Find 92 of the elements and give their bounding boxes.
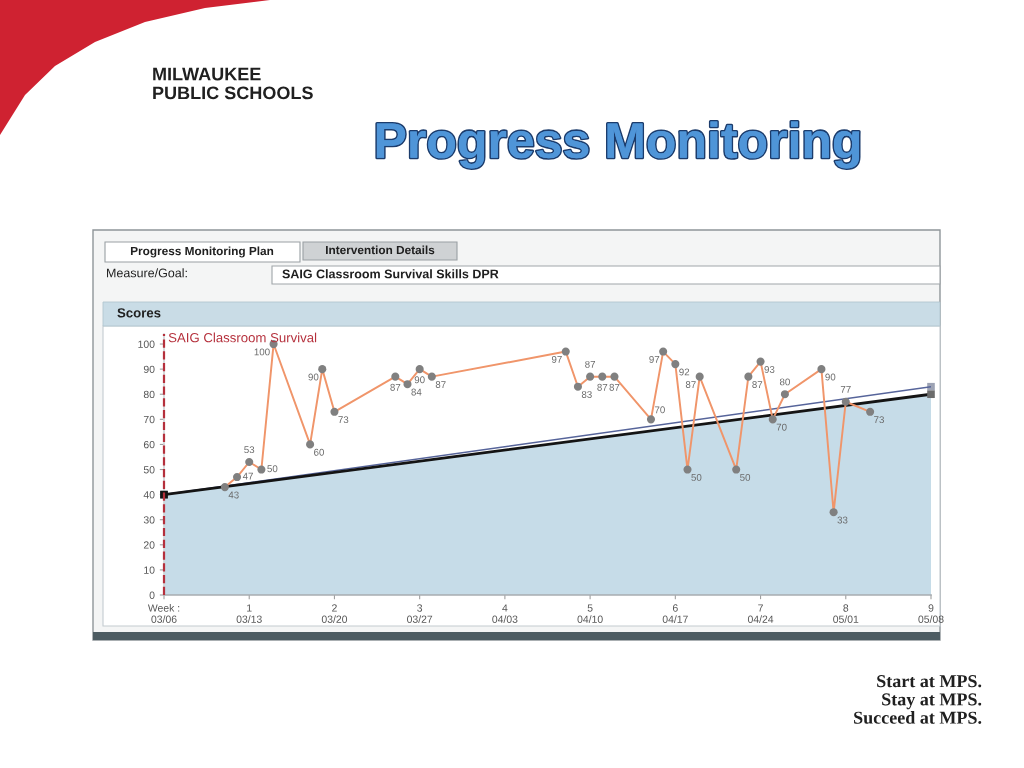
data-label: 87 [609,383,620,391]
point [573,382,582,391]
x-tick-label: 8 05/01 [833,604,859,623]
data-label: 92 [679,368,690,376]
y-tick-label: 0 [149,591,155,599]
point [330,407,339,416]
x-tick-label: Week : 03/06 [147,604,180,623]
point [866,407,875,416]
point [683,465,692,474]
y-tick-label: 90 [143,365,155,374]
y-tick-label: 60 [143,440,155,449]
x-tick-label: 4 04/03 [492,604,518,623]
data-label: 33 [837,516,848,524]
data-label: 70 [776,423,787,431]
point [257,465,266,474]
point [391,372,400,381]
y-tick-label: 50 [143,466,155,474]
data-label: 87 [685,381,696,388]
data-label: 73 [338,416,349,424]
text: Scores [117,308,161,318]
point [561,347,570,356]
data-label: 87 [585,360,596,368]
point [646,415,656,424]
point [610,372,619,381]
y-tick-label: 100 [138,340,155,348]
x-tick-label: 1 03/13 [236,604,262,623]
text: MILWAUKEE PUBLIC SCHOOLS [153,67,313,100]
chart-title: Progress Monitoring [376,121,860,169]
data-label: 84 [411,388,422,396]
text: Progress Monitoring Plan [130,246,274,258]
text: Intervention Details [326,245,435,255]
point [233,473,242,482]
point [780,390,789,399]
point [245,457,254,467]
data-label: 50 [740,473,751,481]
y-tick-label: 10 [144,566,155,574]
data-label: 87 [390,383,401,391]
point [732,465,741,474]
data-label: 77 [840,386,851,393]
data-label: 87 [752,381,763,388]
data-label: 97 [551,355,562,363]
point [403,380,412,389]
x-tick-label: 7 04/24 [747,604,774,623]
y-tick-label: 40 [143,491,155,499]
y-tick-label: 70 [143,415,155,424]
point [695,372,704,381]
text: Start at MPS. Stay at MPS. Succeed at MPS. [854,675,982,724]
x-tick-label: 5 04/10 [577,604,603,623]
data-label: 47 [242,472,253,480]
point [671,360,680,369]
point [817,365,826,374]
data-label: 100 [254,348,270,356]
data-label: 53 [244,446,255,454]
data-label: 90 [414,376,425,384]
data-label: 93 [764,366,775,373]
data-label: 80 [779,378,790,386]
point [927,390,935,399]
data-label: 50 [691,473,702,481]
y-tick-label: 20 [143,541,155,549]
data-label: 50 [267,465,278,473]
point [306,440,315,449]
data-label: 87 [597,383,608,391]
data-label: 90 [825,373,836,381]
point [415,365,424,374]
x-tick-label: 6 04/17 [662,604,688,623]
y-tick-label: 80 [143,390,155,399]
data-label: 70 [654,406,665,414]
point [768,415,777,424]
point [586,372,595,381]
text: SAIG Classroom Survival Skills DPR [282,269,499,279]
data-label: 97 [649,355,660,363]
point [756,357,765,366]
x-tick-label: 2 03/20 [321,604,348,623]
data-label: 43 [228,491,239,499]
point [841,397,850,406]
point [744,372,753,381]
ref-line-label: SAIG Classroom Survival [168,332,317,343]
data-label: 73 [874,416,884,424]
point [598,372,607,381]
point [427,372,436,381]
x-tick-label: 9 05/08 [918,604,944,623]
data-label: 87 [435,381,446,388]
data-label: 60 [314,448,324,456]
point [318,365,327,374]
point [659,347,668,356]
data-label: 90 [308,373,319,381]
x-tick-label: 3 03/27 [407,604,433,623]
point [829,508,838,517]
text: Measure/Goal: [107,268,187,278]
data-label: 83 [581,391,592,399]
point [220,483,229,492]
y-tick-label: 30 [143,516,155,524]
